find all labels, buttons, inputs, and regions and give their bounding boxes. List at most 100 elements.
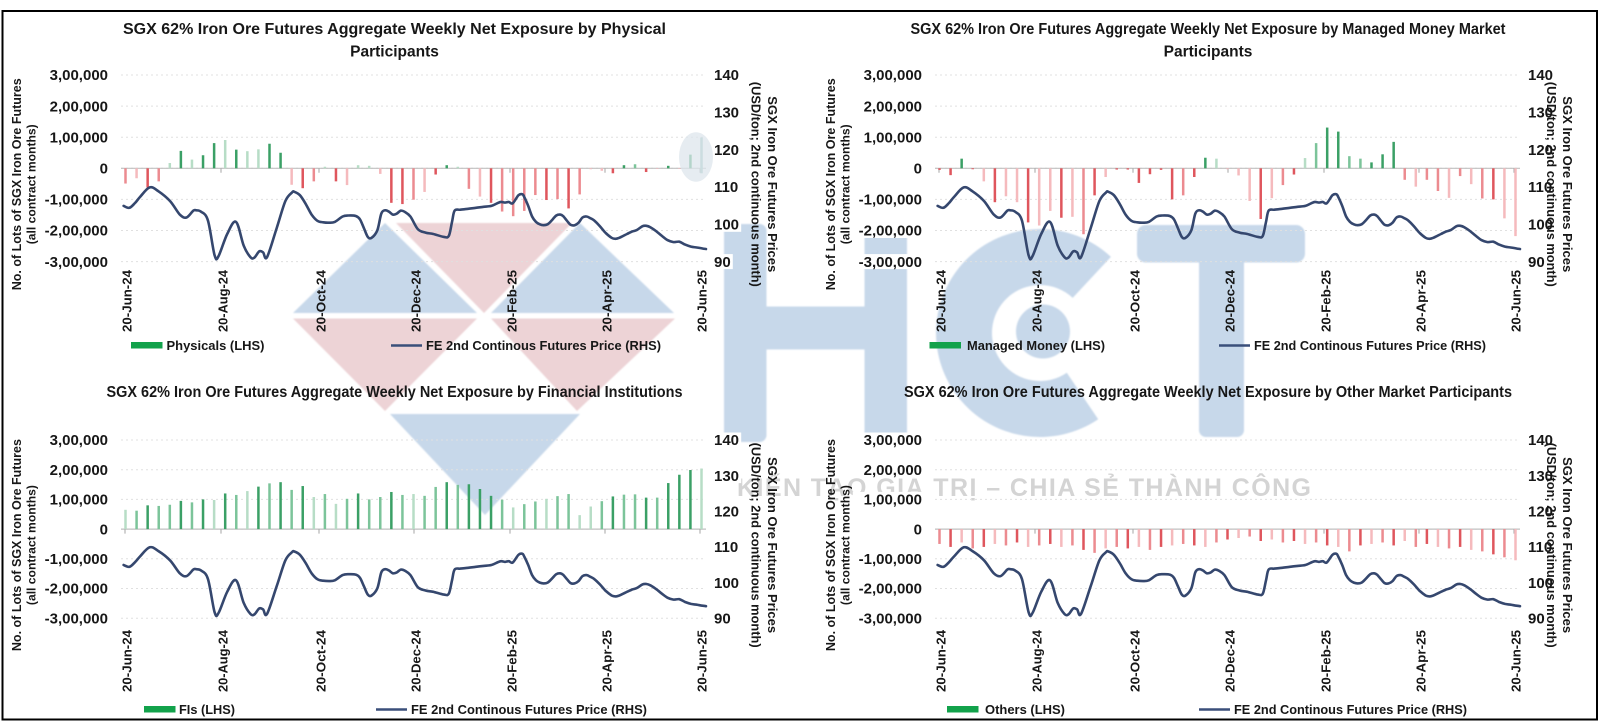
svg-text:1,00,000: 1,00,000 xyxy=(50,129,108,146)
svg-text:1,00,000: 1,00,000 xyxy=(50,492,108,509)
svg-text:20-Feb-25: 20-Feb-25 xyxy=(506,630,520,692)
svg-text:-3,00,000: -3,00,000 xyxy=(45,610,108,627)
svg-text:3,00,000: 3,00,000 xyxy=(50,67,108,84)
svg-text:20-Apr-25: 20-Apr-25 xyxy=(601,630,615,692)
svg-text:2,00,000: 2,00,000 xyxy=(50,462,108,479)
svg-text:130: 130 xyxy=(714,468,739,485)
svg-text:20-Jun-25: 20-Jun-25 xyxy=(1510,270,1524,332)
svg-text:2,00,000: 2,00,000 xyxy=(864,462,922,479)
svg-text:20-Feb-25: 20-Feb-25 xyxy=(1320,270,1334,332)
svg-text:20-Aug-24: 20-Aug-24 xyxy=(217,270,231,332)
svg-text:20-Jun-24: 20-Jun-24 xyxy=(121,630,135,692)
svg-text:(all contract months): (all contract months) xyxy=(25,485,39,605)
svg-text:No. of Lots of SGX Iron Ore Fu: No. of Lots of SGX Iron Ore Futures xyxy=(824,439,838,651)
svg-text:20-Oct-24: 20-Oct-24 xyxy=(1129,270,1143,332)
svg-text:130: 130 xyxy=(1528,468,1553,485)
svg-text:FE 2nd Continous Futures Price: FE 2nd Continous Futures Price (RHS) xyxy=(411,702,647,717)
svg-text:FE 2nd Continous Futures Price: FE 2nd Continous Futures Price (RHS) xyxy=(1234,702,1467,717)
svg-text:120: 120 xyxy=(714,142,739,159)
svg-text:110: 110 xyxy=(1528,179,1552,196)
svg-text:120: 120 xyxy=(714,504,739,521)
svg-text:SGX Iron Ore Futures Prices: SGX Iron Ore Futures Prices xyxy=(765,457,780,633)
svg-text:-3,00,000: -3,00,000 xyxy=(859,254,922,271)
svg-text:SGX Iron Ore Futures Prices: SGX Iron Ore Futures Prices xyxy=(765,96,780,272)
svg-text:130: 130 xyxy=(1528,105,1553,122)
svg-text:-1,00,000: -1,00,000 xyxy=(859,551,922,568)
svg-text:20-Apr-25: 20-Apr-25 xyxy=(1415,630,1429,692)
svg-text:20-Dec-24: 20-Dec-24 xyxy=(1224,630,1238,692)
svg-text:-2,00,000: -2,00,000 xyxy=(859,223,922,240)
svg-text:20-Jun-24: 20-Jun-24 xyxy=(935,270,949,332)
svg-text:FIs (LHS): FIs (LHS) xyxy=(179,702,235,717)
svg-text:SGX 62% Iron Ore Futures Aggre: SGX 62% Iron Ore Futures Aggregate Weekl… xyxy=(107,384,683,401)
svg-text:0: 0 xyxy=(100,521,108,538)
svg-text:SGX Iron Ore Futures Prices: SGX Iron Ore Futures Prices xyxy=(1560,457,1575,633)
svg-text:SGX 62% Iron Ore Futures Aggre: SGX 62% Iron Ore Futures Aggregate Weekl… xyxy=(123,21,666,38)
svg-text:Participants: Participants xyxy=(1164,44,1253,61)
svg-text:110: 110 xyxy=(1528,539,1552,556)
svg-text:1,00,000: 1,00,000 xyxy=(864,492,922,509)
svg-text:140: 140 xyxy=(1528,432,1553,449)
svg-text:20-Aug-24: 20-Aug-24 xyxy=(1031,630,1045,692)
svg-text:140: 140 xyxy=(714,67,739,84)
svg-text:100: 100 xyxy=(1528,575,1553,592)
svg-text:20-Aug-24: 20-Aug-24 xyxy=(217,630,231,692)
svg-text:SGX 62% Iron Ore Futures Aggre: SGX 62% Iron Ore Futures Aggregate Weekl… xyxy=(911,21,1506,38)
svg-text:90: 90 xyxy=(714,610,731,627)
svg-text:-1,00,000: -1,00,000 xyxy=(859,192,922,209)
svg-text:120: 120 xyxy=(1528,142,1553,159)
svg-text:100: 100 xyxy=(714,575,739,592)
svg-text:2,00,000: 2,00,000 xyxy=(864,98,922,115)
svg-text:3,00,000: 3,00,000 xyxy=(864,432,922,449)
svg-text:KIẾN TẠO GIÁ TRỊ – CHIA SẺ THÀ: KIẾN TẠO GIÁ TRỊ – CHIA SẺ THÀNH CÔNG xyxy=(737,472,1311,502)
svg-text:-1,00,000: -1,00,000 xyxy=(45,551,108,568)
svg-text:20-Dec-24: 20-Dec-24 xyxy=(410,630,424,692)
svg-text:0: 0 xyxy=(914,161,922,178)
svg-text:Managed Money (LHS): Managed Money (LHS) xyxy=(967,338,1105,353)
svg-text:20-Feb-25: 20-Feb-25 xyxy=(506,270,520,332)
svg-text:(all contract months): (all contract months) xyxy=(839,485,853,605)
svg-text:-1,00,000: -1,00,000 xyxy=(45,192,108,209)
svg-text:No. of Lots of SGX Iron Ore Fu: No. of Lots of SGX Iron Ore Futures xyxy=(10,78,24,290)
svg-text:(USD/ton; 2nd continuous month: (USD/ton; 2nd continuous month) xyxy=(749,82,764,287)
svg-text:-3,00,000: -3,00,000 xyxy=(45,254,108,271)
svg-text:20-Oct-24: 20-Oct-24 xyxy=(1129,630,1143,692)
svg-text:130: 130 xyxy=(714,105,739,122)
svg-text:No. of Lots of SGX Iron Ore Fu: No. of Lots of SGX Iron Ore Futures xyxy=(824,78,838,290)
svg-text:0: 0 xyxy=(100,161,108,178)
svg-text:120: 120 xyxy=(1528,504,1553,521)
svg-text:0: 0 xyxy=(914,521,922,538)
svg-text:3,00,000: 3,00,000 xyxy=(50,432,108,449)
svg-text:(all contract months): (all contract months) xyxy=(839,124,853,244)
svg-text:(USD/ton; 2nd continuous month: (USD/ton; 2nd continuous month) xyxy=(1544,82,1559,287)
svg-text:SGX Iron Ore Futures Prices: SGX Iron Ore Futures Prices xyxy=(1560,96,1575,272)
svg-text:20-Feb-25: 20-Feb-25 xyxy=(1320,630,1334,692)
svg-text:20-Oct-24: 20-Oct-24 xyxy=(315,270,329,332)
svg-text:20-Jun-25: 20-Jun-25 xyxy=(1510,630,1524,692)
svg-text:FE 2nd Continous Futures Price: FE 2nd Continous Futures Price (RHS) xyxy=(426,338,661,353)
svg-text:20-Jun-25: 20-Jun-25 xyxy=(696,270,710,332)
svg-text:-3,00,000: -3,00,000 xyxy=(859,610,922,627)
svg-text:1,00,000: 1,00,000 xyxy=(864,129,922,146)
svg-text:(USD/ton; 2nd continuous month: (USD/ton; 2nd continuous month) xyxy=(1544,443,1559,648)
svg-text:140: 140 xyxy=(1528,67,1553,84)
svg-text:100: 100 xyxy=(1528,217,1553,234)
svg-text:(all contract months): (all contract months) xyxy=(25,124,39,244)
svg-text:-2,00,000: -2,00,000 xyxy=(859,581,922,598)
svg-text:20-Dec-24: 20-Dec-24 xyxy=(410,270,424,332)
svg-text:3,00,000: 3,00,000 xyxy=(864,67,922,84)
svg-text:140: 140 xyxy=(714,432,739,449)
svg-text:FE 2nd Continous Futures Price: FE 2nd Continous Futures Price (RHS) xyxy=(1254,338,1486,353)
svg-text:Participants: Participants xyxy=(350,44,439,61)
svg-text:2,00,000: 2,00,000 xyxy=(50,98,108,115)
svg-text:-2,00,000: -2,00,000 xyxy=(45,223,108,240)
svg-text:20-Apr-25: 20-Apr-25 xyxy=(601,270,615,332)
svg-text:20-Aug-24: 20-Aug-24 xyxy=(1031,270,1045,332)
svg-text:110: 110 xyxy=(714,539,738,556)
svg-text:20-Jun-24: 20-Jun-24 xyxy=(935,630,949,692)
svg-text:No. of Lots of SGX Iron Ore Fu: No. of Lots of SGX Iron Ore Futures xyxy=(10,439,24,651)
svg-text:20-Apr-25: 20-Apr-25 xyxy=(1415,270,1429,332)
svg-text:Physicals (LHS): Physicals (LHS) xyxy=(167,338,265,353)
svg-text:20-Oct-24: 20-Oct-24 xyxy=(315,630,329,692)
svg-text:90: 90 xyxy=(714,254,731,271)
